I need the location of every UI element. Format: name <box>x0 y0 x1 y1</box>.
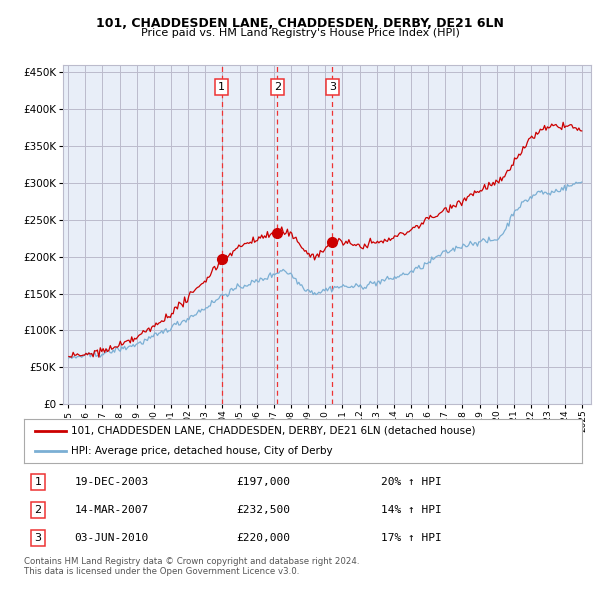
Text: 19-DEC-2003: 19-DEC-2003 <box>74 477 148 487</box>
Text: 101, CHADDESDEN LANE, CHADDESDEN, DERBY, DE21 6LN: 101, CHADDESDEN LANE, CHADDESDEN, DERBY,… <box>96 17 504 30</box>
Text: 03-JUN-2010: 03-JUN-2010 <box>74 533 148 543</box>
Text: 3: 3 <box>34 533 41 543</box>
Text: 2: 2 <box>34 505 41 514</box>
Text: 3: 3 <box>329 82 336 92</box>
Text: Price paid vs. HM Land Registry's House Price Index (HPI): Price paid vs. HM Land Registry's House … <box>140 28 460 38</box>
Text: £232,500: £232,500 <box>236 505 290 514</box>
Text: 17% ↑ HPI: 17% ↑ HPI <box>381 533 442 543</box>
Text: £220,000: £220,000 <box>236 533 290 543</box>
Text: 20% ↑ HPI: 20% ↑ HPI <box>381 477 442 487</box>
Text: 1: 1 <box>34 477 41 487</box>
Text: HPI: Average price, detached house, City of Derby: HPI: Average price, detached house, City… <box>71 446 333 456</box>
Text: £197,000: £197,000 <box>236 477 290 487</box>
Text: 14% ↑ HPI: 14% ↑ HPI <box>381 505 442 514</box>
Text: Contains HM Land Registry data © Crown copyright and database right 2024.
This d: Contains HM Land Registry data © Crown c… <box>24 557 359 576</box>
Text: 14-MAR-2007: 14-MAR-2007 <box>74 505 148 514</box>
Text: 2: 2 <box>274 82 281 92</box>
Text: 1: 1 <box>218 82 225 92</box>
Text: 101, CHADDESDEN LANE, CHADDESDEN, DERBY, DE21 6LN (detached house): 101, CHADDESDEN LANE, CHADDESDEN, DERBY,… <box>71 426 476 436</box>
